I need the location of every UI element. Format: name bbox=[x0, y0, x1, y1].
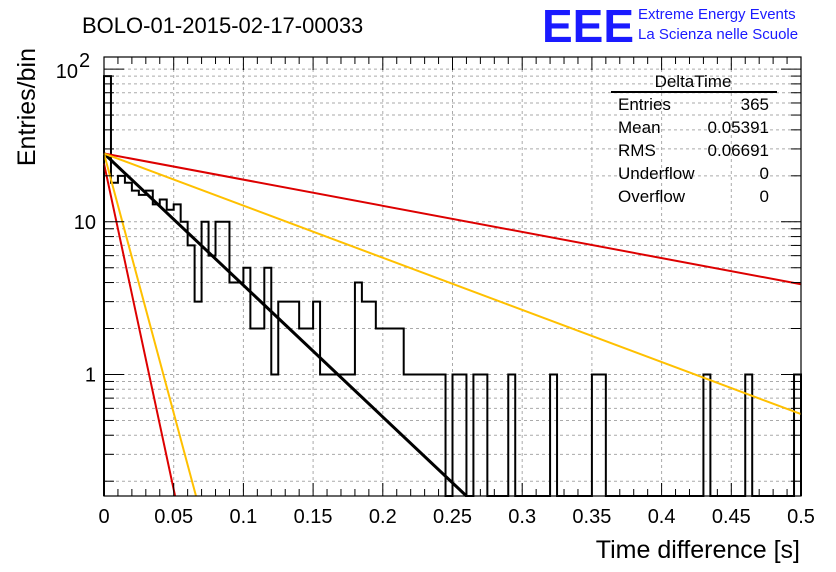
x-tick-label: 0.25 bbox=[433, 506, 472, 528]
x-tick-label: 0.2 bbox=[369, 506, 397, 528]
x-tick-label: 0.4 bbox=[648, 506, 676, 528]
stats-label-rms: RMS bbox=[618, 141, 656, 160]
x-tick-label: 0.15 bbox=[294, 506, 333, 528]
y-tick-label: 1 bbox=[85, 364, 96, 386]
chart-title: BOLO-01-2015-02-17-00033 bbox=[82, 13, 363, 38]
y-tick-label: 10 bbox=[74, 212, 96, 234]
y-tick-label-base: 10 bbox=[56, 61, 78, 83]
stats-value-underflow: 0 bbox=[760, 164, 769, 183]
stats-label-underflow: Underflow bbox=[618, 164, 695, 183]
x-tick-label: 0.05 bbox=[154, 506, 193, 528]
fit-line bbox=[103, 163, 177, 497]
y-tick-label-exponent: 2 bbox=[79, 50, 90, 72]
x-tick-label: 0.3 bbox=[508, 506, 536, 528]
fit-line bbox=[102, 152, 468, 498]
x-axis-title: Time difference [s] bbox=[596, 536, 800, 564]
stats-value-overflow: 0 bbox=[760, 187, 769, 206]
eee-logo-line2: La Scienza nelle Scuole bbox=[638, 26, 798, 43]
x-tick-label: 0 bbox=[98, 506, 109, 528]
x-tick-labels: 0 0.05 0.1 0.15 0.2 0.25 0.3 0.35 0.4 0.45 0.5 bbox=[98, 506, 814, 528]
y-axis-title: Entries/bin bbox=[13, 48, 41, 166]
eee-logo-mark: EEE bbox=[542, 0, 634, 52]
x-tick-label: 0.35 bbox=[572, 506, 611, 528]
x-tick-label: 0.1 bbox=[229, 506, 257, 528]
stats-value-rms: 0.06691 bbox=[708, 141, 769, 160]
eee-logo: EEE Extreme Energy Events La Scienza nel… bbox=[542, 0, 798, 52]
stats-value-entries: 365 bbox=[741, 95, 769, 114]
grid-lines bbox=[104, 57, 801, 496]
stats-label-overflow: Overflow bbox=[618, 187, 686, 206]
fit-line bbox=[103, 153, 197, 497]
x-tick-label: 0.5 bbox=[787, 506, 815, 528]
stats-label-mean: Mean bbox=[618, 118, 661, 137]
stats-title: DeltaTime bbox=[655, 72, 732, 91]
stats-label-entries: Entries bbox=[618, 95, 671, 114]
fit-line bbox=[103, 152, 802, 286]
fit-lines bbox=[102, 152, 802, 498]
eee-logo-line1: Extreme Energy Events bbox=[638, 6, 796, 23]
axis-ticks bbox=[103, 57, 802, 496]
fit-line bbox=[103, 152, 802, 416]
stats-rows: Entries 365 Mean 0.05391 RMS 0.06691 Underflow… bbox=[618, 95, 769, 206]
stats-value-mean: 0.05391 bbox=[708, 118, 769, 137]
x-tick-label: 0.45 bbox=[712, 506, 751, 528]
stats-box: DeltaTime Entries 365 Mean 0.05391 RMS 0.0669… bbox=[611, 72, 777, 206]
